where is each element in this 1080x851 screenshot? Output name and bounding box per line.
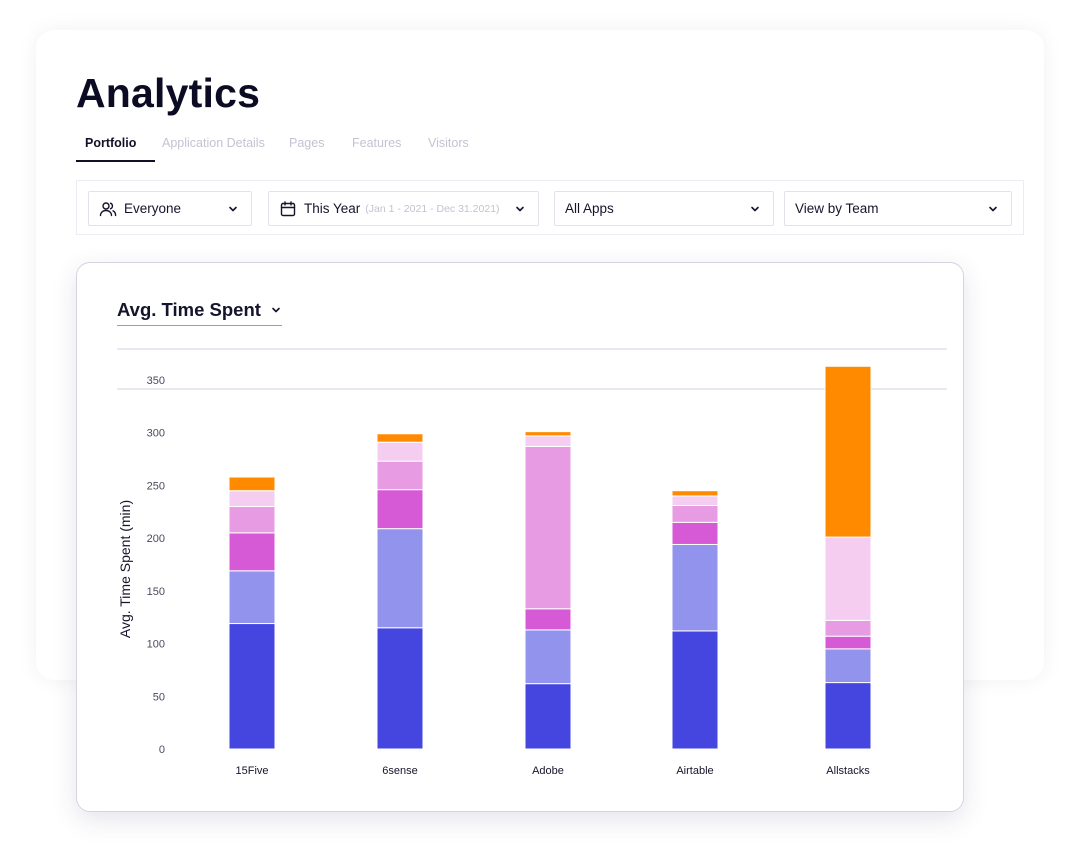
tab-visitors[interactable]: Visitors: [428, 136, 469, 150]
bar-segment: [671, 504, 719, 523]
bar-segment: [228, 506, 276, 534]
bar-segment: [524, 445, 572, 610]
bar-segment: [376, 528, 424, 629]
bar-segment: [228, 623, 276, 750]
x-tick-label: 6sense: [382, 765, 417, 777]
bar-segment: [376, 460, 424, 491]
y-tick-label: 150: [147, 586, 165, 598]
view-by-dropdown[interactable]: View by Team: [784, 191, 1012, 226]
chevron-down-icon: [987, 203, 999, 215]
chevron-down-icon: [227, 203, 239, 215]
date-range-dropdown[interactable]: This Year (Jan 1 - 2021 - Dec 31.2021): [268, 191, 539, 226]
bar-segment: [671, 521, 719, 545]
active-tab-indicator: [76, 160, 155, 162]
bar-segment: [376, 433, 424, 443]
bar-segment: [824, 682, 872, 750]
bar-segment: [824, 648, 872, 684]
chevron-down-icon: [514, 203, 526, 215]
chevron-down-icon: [749, 203, 761, 215]
bar-segment: [228, 490, 276, 508]
y-tick-label: 50: [153, 691, 165, 703]
bar-segment: [824, 619, 872, 637]
y-tick-label: 200: [147, 533, 165, 545]
stacked-bar-chart: 0 50 100 150 200 250 300 350 Avg. Time Spent (mi…: [117, 348, 947, 777]
bar-segment: [524, 683, 572, 750]
bar-segment: [228, 570, 276, 625]
tab-pages[interactable]: Pages: [289, 136, 325, 150]
bar-segment: [376, 627, 424, 750]
bar-segment: [671, 543, 719, 632]
bar-segment: [376, 441, 424, 462]
x-tick-label: 15Five: [235, 765, 268, 777]
metric-selector[interactable]: Avg. Time Spent: [117, 299, 282, 326]
y-tick-label: 100: [147, 639, 165, 651]
page-title: Analytics: [76, 70, 261, 116]
tab-application-details[interactable]: Application Details: [162, 136, 265, 150]
filter-bar: Everyone This Year (Jan 1 - 2021 - Dec 3…: [76, 180, 1024, 235]
y-tick-label: 300: [147, 428, 165, 440]
date-label: This Year: [304, 201, 361, 216]
bar-segment: [824, 536, 872, 621]
bar-segment: [824, 365, 872, 538]
bar-segment: [228, 532, 276, 572]
x-tick-label: Adobe: [532, 765, 564, 777]
apps-dropdown[interactable]: All Apps: [554, 191, 774, 226]
x-tick-label: Airtable: [676, 765, 713, 777]
bar-segment: [671, 490, 719, 497]
bar-segment: [524, 435, 572, 447]
calendar-icon: [279, 200, 297, 218]
bar-segment: [824, 635, 872, 650]
bar-segment: [524, 431, 572, 437]
tab-portfolio[interactable]: Portfolio: [85, 136, 137, 150]
view-by-label: View by Team: [795, 201, 879, 216]
users-icon: [99, 200, 117, 218]
y-tick-label: 350: [147, 375, 165, 387]
apps-label: All Apps: [565, 201, 614, 216]
bar-segment: [671, 630, 719, 750]
bar-segment: [376, 489, 424, 530]
bar-segment: [228, 476, 276, 492]
x-tick-label: Allstacks: [826, 765, 870, 777]
chart-card: Avg. Time Spent 0 50 100 150 200 250 300 350 Avg…: [76, 262, 964, 812]
chart-title: Avg. Time Spent: [117, 299, 261, 320]
bar-segment: [524, 629, 572, 685]
audience-dropdown[interactable]: Everyone: [88, 191, 252, 226]
bar-segment: [671, 495, 719, 506]
bar-segment: [524, 608, 572, 631]
y-axis-label: Avg. Time Spent (min): [117, 500, 133, 638]
date-range-text: (Jan 1 - 2021 - Dec 31.2021): [365, 202, 500, 215]
y-tick-label: 0: [159, 744, 165, 756]
audience-label: Everyone: [124, 201, 182, 216]
chevron-down-icon: [270, 304, 282, 316]
y-tick-label: 250: [147, 480, 165, 492]
tab-features[interactable]: Features: [352, 136, 402, 150]
